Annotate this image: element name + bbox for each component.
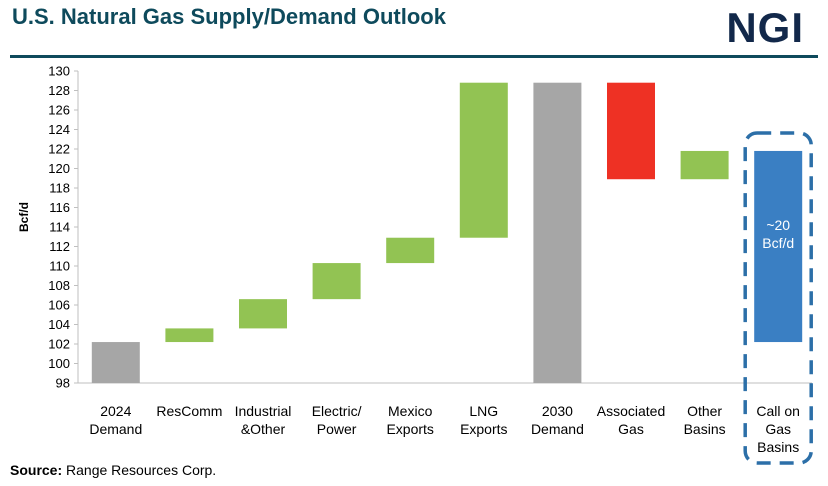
category-label: Electric/Power: [312, 403, 362, 437]
category-label: Call on Gas Basins: [756, 403, 800, 455]
bar-annotation: ~20 Bcf/d: [762, 217, 794, 251]
bar-decrease: [607, 82, 655, 180]
y-tick-label: 100: [48, 356, 70, 371]
bar-increase: [680, 150, 729, 180]
category-label: Associated Gas: [597, 403, 665, 437]
bar-total: [533, 82, 582, 383]
category-label: ResComm: [156, 403, 222, 419]
y-tick-label: 106: [48, 298, 70, 313]
bar-total: [91, 342, 140, 383]
category-label: Mexico Exports: [386, 403, 433, 437]
y-tick-label: 112: [49, 239, 70, 254]
bar-increase: [165, 328, 214, 343]
category-label: Other Basins: [684, 403, 726, 437]
bar-increase: [239, 299, 287, 329]
y-tick-label: 124: [48, 122, 70, 137]
y-tick-label: 128: [48, 83, 70, 98]
category-label: 2024 Demand: [89, 403, 142, 437]
category-label: 2030 Demand: [531, 403, 584, 437]
y-axis-title: Bcf/d: [17, 202, 31, 232]
y-tick-label: 110: [49, 259, 70, 274]
source-text: Range Resources Corp.: [66, 462, 217, 478]
y-tick-label: 122: [48, 142, 70, 157]
bar-call: [754, 150, 803, 343]
y-tick-label: 98: [56, 376, 70, 391]
title-divider: [10, 55, 818, 58]
category-label: Industrial &Other: [235, 403, 292, 437]
y-tick-label: 120: [48, 161, 70, 176]
category-label: LNG Exports: [460, 403, 507, 437]
page-title: U.S. Natural Gas Supply/Demand Outlook: [12, 4, 446, 29]
ngi-logo: NGI: [726, 4, 804, 51]
y-tick-label: 102: [48, 337, 70, 352]
y-tick-label: 104: [48, 317, 70, 332]
bar-increase: [386, 237, 435, 264]
y-tick-label: 126: [48, 103, 70, 118]
highlight-box: [743, 131, 813, 465]
bar-increase: [312, 263, 361, 300]
source-note: Source: Range Resources Corp.: [10, 462, 216, 478]
y-tick-label: 116: [49, 200, 70, 215]
bar-increase: [459, 82, 508, 238]
y-tick-label: 130: [48, 64, 70, 79]
y-tick-label: 118: [49, 181, 70, 196]
y-tick-label: 108: [48, 278, 70, 293]
y-tick-label: 114: [49, 220, 70, 235]
source-label: Source:: [10, 462, 63, 478]
